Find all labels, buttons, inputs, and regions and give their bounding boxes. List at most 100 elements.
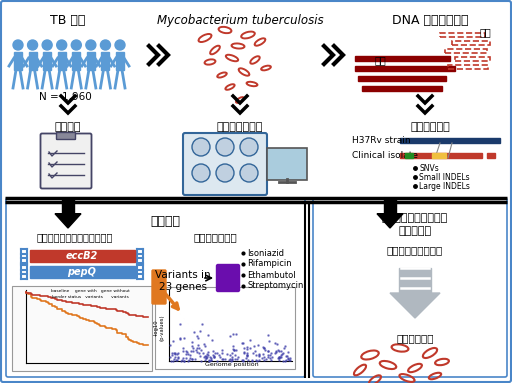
Point xyxy=(209,352,217,358)
Point xyxy=(275,354,284,360)
Point xyxy=(197,358,205,364)
FancyBboxPatch shape xyxy=(355,66,455,71)
FancyBboxPatch shape xyxy=(155,287,295,369)
Point xyxy=(284,349,292,355)
Text: -log10
(p-values): -log10 (p-values) xyxy=(154,315,164,341)
Point xyxy=(228,356,236,362)
Text: 結核菌の集団: 結核菌の集団 xyxy=(396,333,434,343)
FancyBboxPatch shape xyxy=(30,250,135,262)
Point xyxy=(200,341,208,347)
Point xyxy=(275,354,284,360)
Point xyxy=(198,321,206,327)
Circle shape xyxy=(216,138,234,156)
Point xyxy=(259,344,267,350)
Point xyxy=(212,358,221,364)
Text: 患者の予後に関連する遺伝子: 患者の予後に関連する遺伝子 xyxy=(37,232,113,242)
Text: Isoniazid: Isoniazid xyxy=(247,249,284,257)
Point xyxy=(243,353,251,359)
Point xyxy=(260,357,268,363)
Point xyxy=(201,353,209,359)
FancyBboxPatch shape xyxy=(217,265,240,291)
Point xyxy=(255,357,263,363)
Point xyxy=(266,352,274,358)
Point xyxy=(243,352,251,358)
Point xyxy=(196,328,204,334)
Point xyxy=(174,354,182,360)
FancyBboxPatch shape xyxy=(400,153,482,158)
Point xyxy=(231,356,240,362)
Point xyxy=(252,352,260,358)
Point xyxy=(267,350,275,356)
Point xyxy=(209,348,217,354)
Point xyxy=(238,357,246,363)
Circle shape xyxy=(192,138,210,156)
Point xyxy=(282,352,290,358)
Point xyxy=(177,358,185,364)
Point xyxy=(260,345,268,351)
Point xyxy=(207,357,215,363)
FancyBboxPatch shape xyxy=(29,52,36,70)
Point xyxy=(267,357,275,363)
Text: 短鎖: 短鎖 xyxy=(479,27,491,37)
Point xyxy=(206,354,214,360)
Text: Variants in
23 genes: Variants in 23 genes xyxy=(155,270,211,291)
Point xyxy=(199,350,207,356)
Point xyxy=(271,340,279,346)
Point xyxy=(169,350,178,357)
Point xyxy=(179,345,187,351)
Point xyxy=(279,358,287,364)
Point xyxy=(173,357,181,363)
Point xyxy=(197,347,205,354)
Point xyxy=(202,354,210,360)
FancyBboxPatch shape xyxy=(6,198,305,377)
Point xyxy=(212,350,221,357)
Point xyxy=(203,354,211,360)
FancyBboxPatch shape xyxy=(152,270,166,304)
FancyBboxPatch shape xyxy=(43,52,51,70)
Point xyxy=(176,321,184,327)
Text: 薬剤耐性遺伝子: 薬剤耐性遺伝子 xyxy=(193,232,237,242)
Circle shape xyxy=(100,40,111,50)
Point xyxy=(202,355,210,361)
Point xyxy=(281,343,289,349)
FancyBboxPatch shape xyxy=(399,268,431,293)
FancyBboxPatch shape xyxy=(101,52,110,70)
Point xyxy=(205,358,213,364)
Text: 遺伝的多様性: 遺伝的多様性 xyxy=(410,122,450,132)
FancyBboxPatch shape xyxy=(355,56,450,61)
Point xyxy=(254,342,262,349)
Point xyxy=(186,355,195,361)
Point xyxy=(232,331,240,337)
Point xyxy=(268,354,276,360)
Point xyxy=(169,338,177,344)
Point xyxy=(260,345,268,351)
Point xyxy=(229,346,238,352)
Point xyxy=(179,355,187,362)
Point xyxy=(286,357,294,363)
Point xyxy=(276,348,285,354)
Point xyxy=(244,357,252,363)
Point xyxy=(211,350,219,356)
FancyBboxPatch shape xyxy=(62,198,74,214)
Circle shape xyxy=(240,164,258,182)
Point xyxy=(172,357,180,363)
Point xyxy=(248,357,257,363)
Point xyxy=(271,349,280,355)
Point xyxy=(195,350,203,356)
Text: Streptomycin: Streptomycin xyxy=(247,282,304,290)
Point xyxy=(275,348,283,354)
Point xyxy=(285,357,293,363)
Point xyxy=(274,347,282,353)
Point xyxy=(286,355,294,361)
Point xyxy=(252,358,261,364)
Point xyxy=(166,354,174,360)
Point xyxy=(203,351,211,357)
Point xyxy=(264,348,272,354)
Point xyxy=(274,355,282,362)
Point xyxy=(282,357,290,363)
Point xyxy=(226,333,234,339)
Point xyxy=(216,354,224,360)
Point xyxy=(226,357,234,363)
FancyBboxPatch shape xyxy=(116,52,124,70)
Point xyxy=(223,351,231,357)
